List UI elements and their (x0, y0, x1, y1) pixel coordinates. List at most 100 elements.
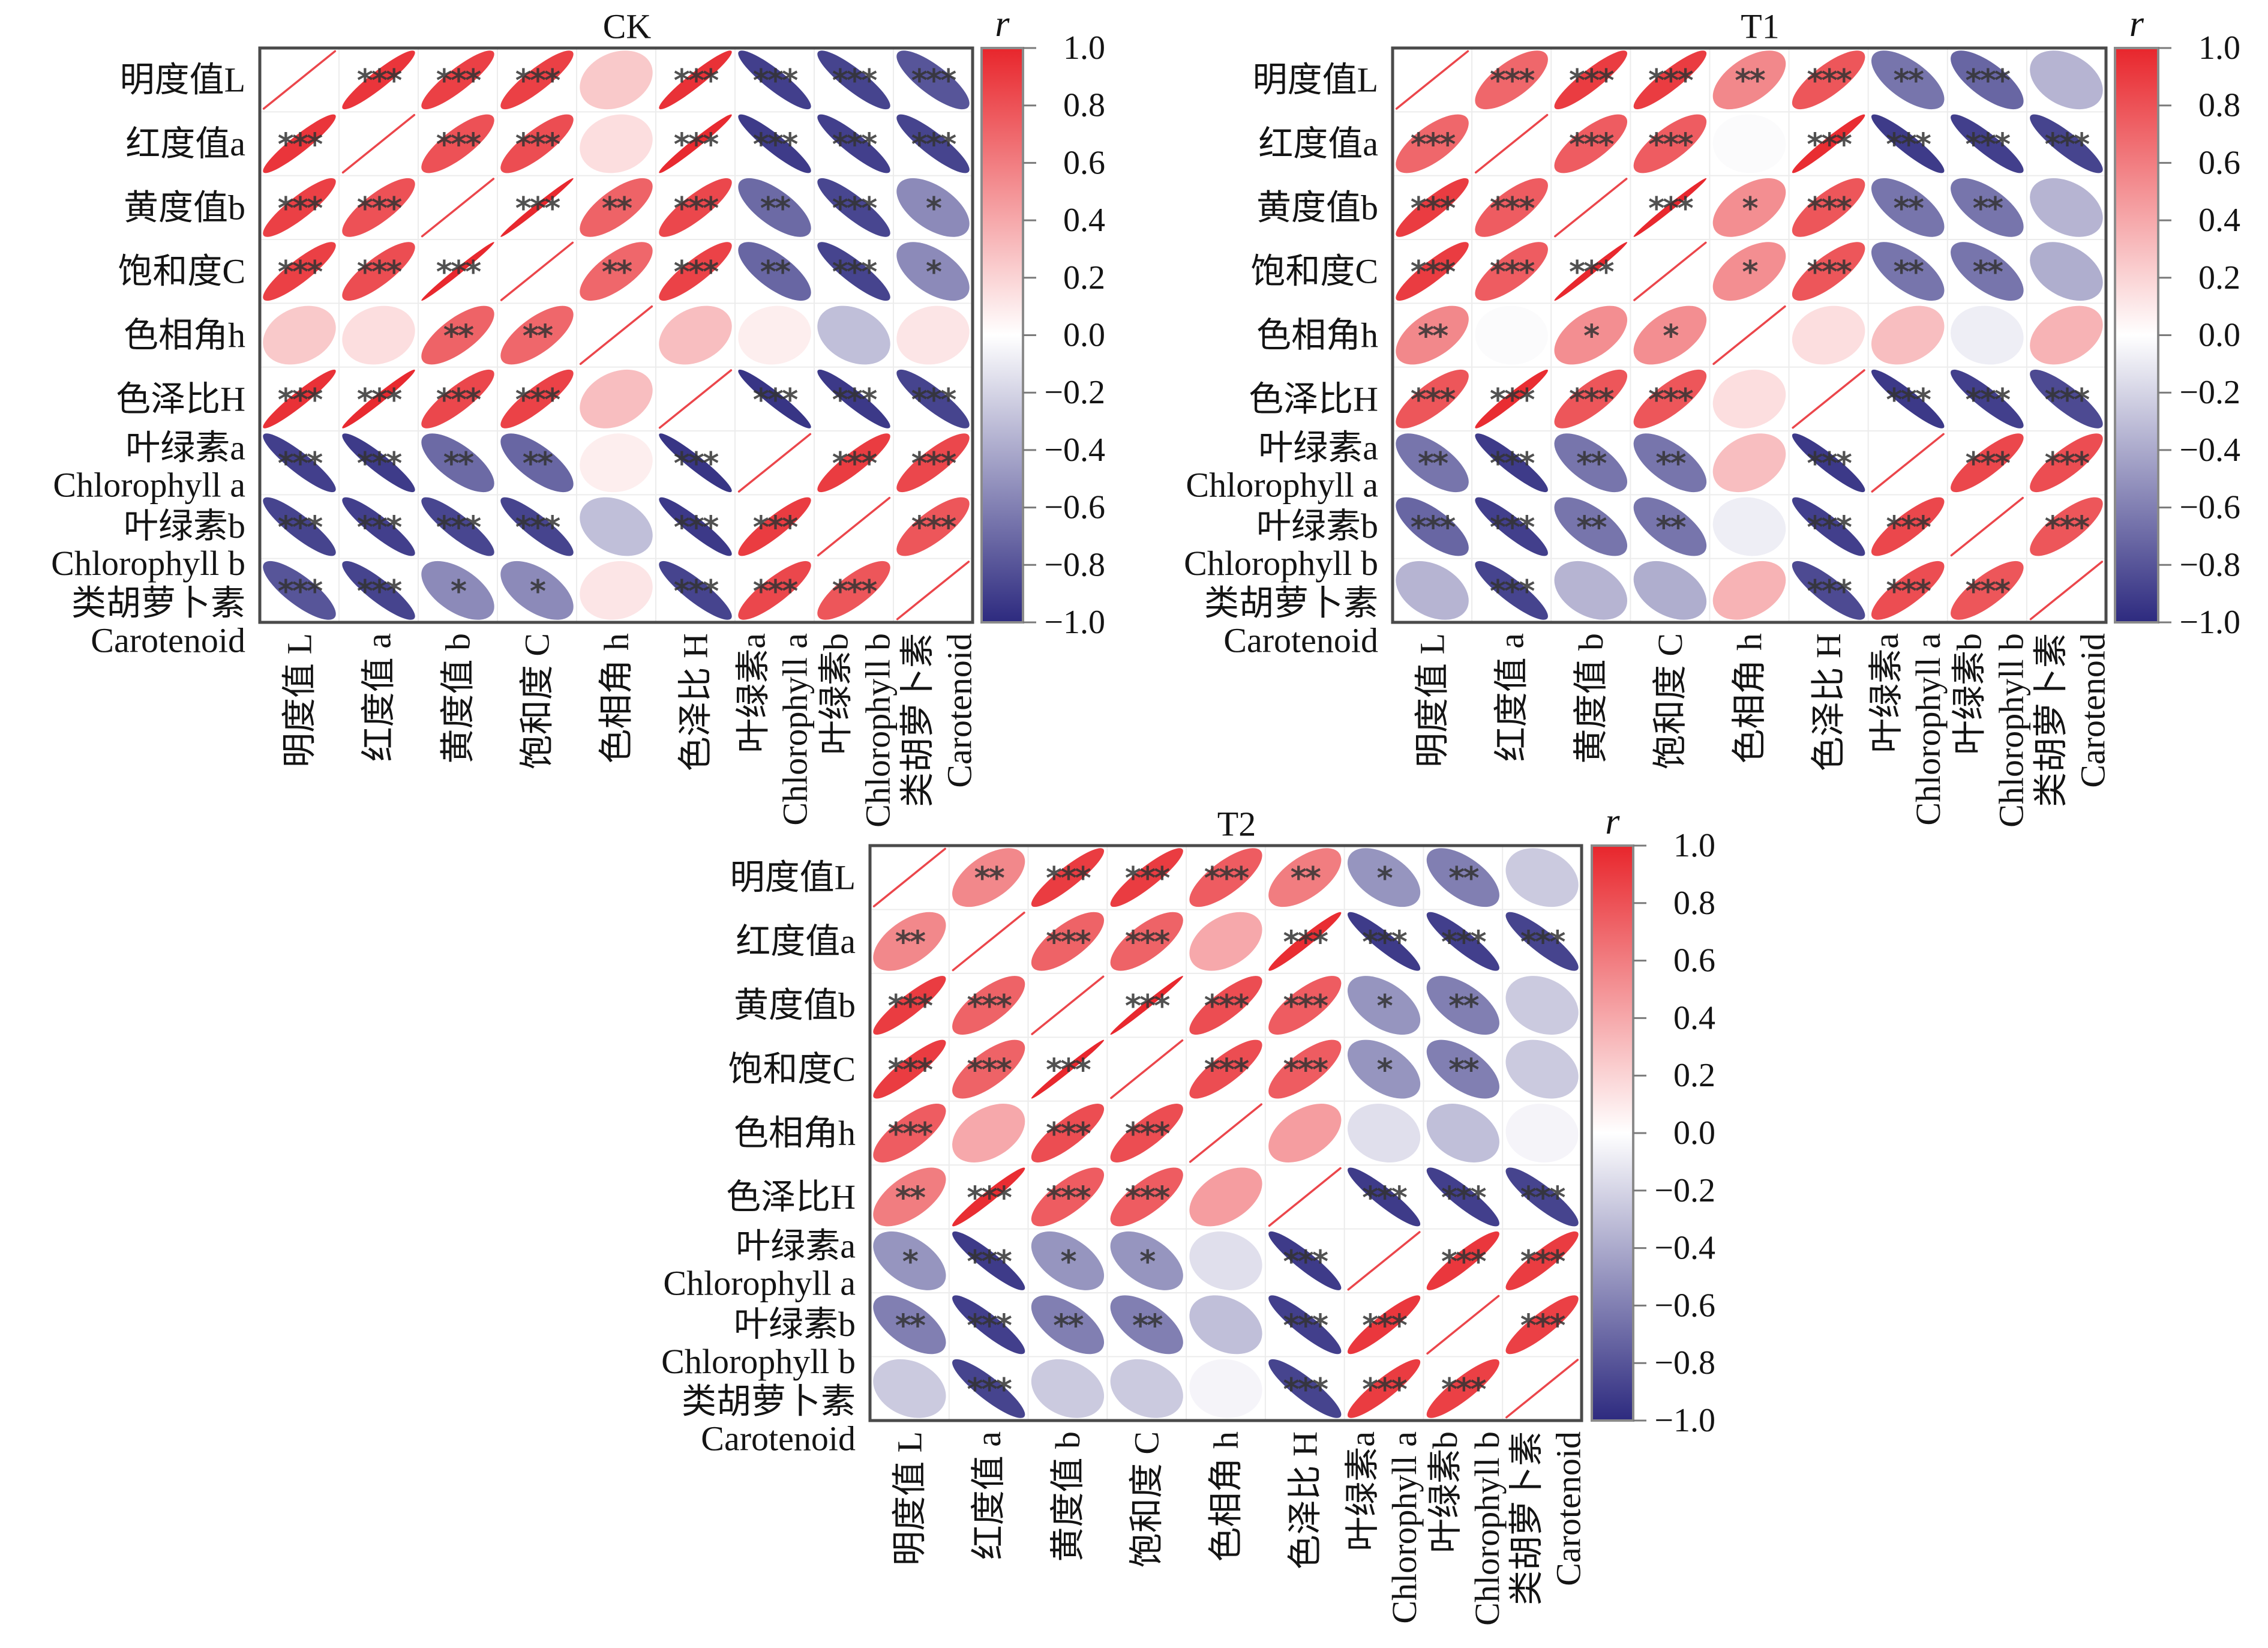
significance-marker: *** (1886, 510, 1931, 546)
row-label: 类胡萝卜素 (71, 583, 245, 622)
correlation-ellipse (263, 561, 336, 620)
correlation-ellipse (580, 497, 653, 556)
column-label: 黄度值 b (1571, 633, 1610, 764)
panel-title: T1 (1741, 7, 1779, 46)
colorbar-tick-label: 0.2 (1673, 1057, 1715, 1094)
correlation-ellipse (1268, 976, 1342, 1035)
correlation-ellipse (1426, 912, 1499, 971)
significance-marker: *** (278, 574, 323, 610)
colorbar-tick-label: 0.0 (1063, 317, 1105, 354)
row-label: Chlorophyll a (53, 466, 245, 505)
significance-marker: *** (278, 382, 323, 418)
significance-marker: *** (674, 574, 719, 610)
colorbar-label: r (995, 4, 1010, 44)
correlation-ellipse (580, 178, 653, 237)
colorbar-tick-label: −1.0 (1044, 604, 1105, 641)
significance-marker: * (1376, 861, 1393, 897)
significance-marker: *** (911, 127, 956, 163)
significance-marker: *** (1362, 925, 1407, 961)
significance-marker: *** (436, 127, 481, 163)
significance-marker: *** (515, 510, 560, 546)
correlation-ellipse (1347, 912, 1421, 971)
column-labels: 明度值 L 红度值 a 黄度值 b 饱和度 C 色相角 h 色泽比 H 叶绿素a Chloro… (1413, 633, 2113, 828)
significance-marker: *** (1569, 254, 1614, 290)
correlation-ellipse (1792, 497, 1865, 556)
significance-marker: ** (1894, 191, 1924, 227)
correlation-ellipse (1505, 976, 1579, 1035)
significance-marker: *** (1125, 988, 1170, 1024)
significance-marker: ** (1973, 191, 2003, 227)
significance-marker: ** (1655, 510, 1686, 546)
correlation-panel: CK*** *** *** *** *** *** ****** *** *** *** *** **… (51, 4, 1105, 828)
significance-marker: *** (1648, 127, 1693, 163)
correlation-ellipse (1268, 912, 1342, 971)
column-label: 叶绿素a (1867, 633, 1906, 753)
column-label: Chlorophyll a (776, 633, 815, 826)
correlation-ellipse (1347, 1167, 1421, 1227)
colorbar-gradient (2114, 47, 2159, 624)
diagonal-line (1554, 178, 1628, 238)
significance-marker: *** (1490, 510, 1535, 546)
correlation-ellipse (1505, 1295, 1579, 1355)
panel-title: CK (603, 7, 652, 46)
correlation-ellipse (1268, 1104, 1342, 1162)
correlation-ellipse (500, 178, 574, 237)
correlation-ellipse (1712, 242, 1786, 301)
diagonal-line (1474, 113, 1549, 174)
correlation-ellipse (1189, 976, 1262, 1035)
correlation-ellipse (1396, 497, 1469, 556)
column-label: 明度值 L (1413, 633, 1452, 768)
correlation-ellipse (1475, 561, 1548, 620)
significance-marker: ** (1894, 254, 1924, 290)
correlation-ellipse (342, 433, 415, 493)
correlation-ellipse (1268, 1359, 1342, 1418)
significance-marker: *** (1569, 127, 1614, 163)
colorbar-tick-label: 0.6 (2198, 144, 2240, 181)
correlation-ellipse (1505, 1104, 1579, 1162)
column-label: 红度值 a (969, 1431, 1008, 1560)
column-label: Carotenoid (2073, 633, 2112, 788)
row-label: 黄度值b (734, 986, 856, 1025)
diagonal-line (341, 113, 416, 174)
significance-marker: *** (1283, 988, 1328, 1024)
correlation-ellipse (1268, 1039, 1342, 1099)
correlation-ellipse (952, 1104, 1025, 1162)
significance-marker: *** (357, 382, 402, 418)
correlation-ellipse (1031, 1359, 1105, 1418)
correlation-ellipse (873, 1359, 946, 1418)
colorbar-tick-label: 0.6 (1673, 942, 1715, 979)
colorbar-gradient (1591, 844, 1634, 1422)
correlation-ellipse (500, 433, 574, 493)
plot-frame (258, 46, 974, 624)
correlation-ellipse (1110, 1295, 1183, 1355)
diagonal-line (1395, 50, 1469, 110)
correlation-ellipse (817, 433, 890, 493)
significance-marker: ** (1448, 1053, 1479, 1089)
colorbar-tick-label: −0.6 (1654, 1287, 1715, 1324)
correlation-ellipse (896, 242, 970, 301)
significance-marker: ** (523, 319, 553, 355)
colorbar-label: r (2129, 4, 2144, 44)
column-label: Chlorophyll a (1385, 1431, 1424, 1624)
correlation-ellipse (421, 561, 494, 620)
colorbar: r 1.0 0.8 0.6 0.4 0.2 0.0 −0.2 −0.4 −0.6 −0.8 −1.0 (1591, 801, 1715, 1439)
significance-marker: *** (832, 63, 877, 99)
row-label: Chlorophyll b (661, 1342, 856, 1381)
colorbar-tick-label: −0.8 (1654, 1344, 1715, 1382)
significance-marker: *** (436, 63, 481, 99)
significance-marker: *** (2045, 382, 2090, 418)
significance-marker: ** (760, 191, 791, 227)
significance-marker: *** (1966, 127, 2011, 163)
significance-marker: * (530, 574, 546, 610)
significance-marker: ** (443, 319, 474, 355)
significance-marker: * (1583, 319, 1600, 355)
significance-marker: *** (2045, 510, 2090, 546)
row-label: 饱和度C (118, 252, 245, 291)
colorbar-tick-label: −0.2 (1044, 374, 1105, 411)
correlation-ellipse (1951, 561, 2024, 620)
significance-marker: *** (1411, 382, 1456, 418)
correlation-ellipse (2030, 114, 2103, 173)
significance-marker: * (1139, 1244, 1156, 1280)
significance-marker: ** (602, 254, 632, 290)
correlation-ellipse (500, 305, 574, 365)
